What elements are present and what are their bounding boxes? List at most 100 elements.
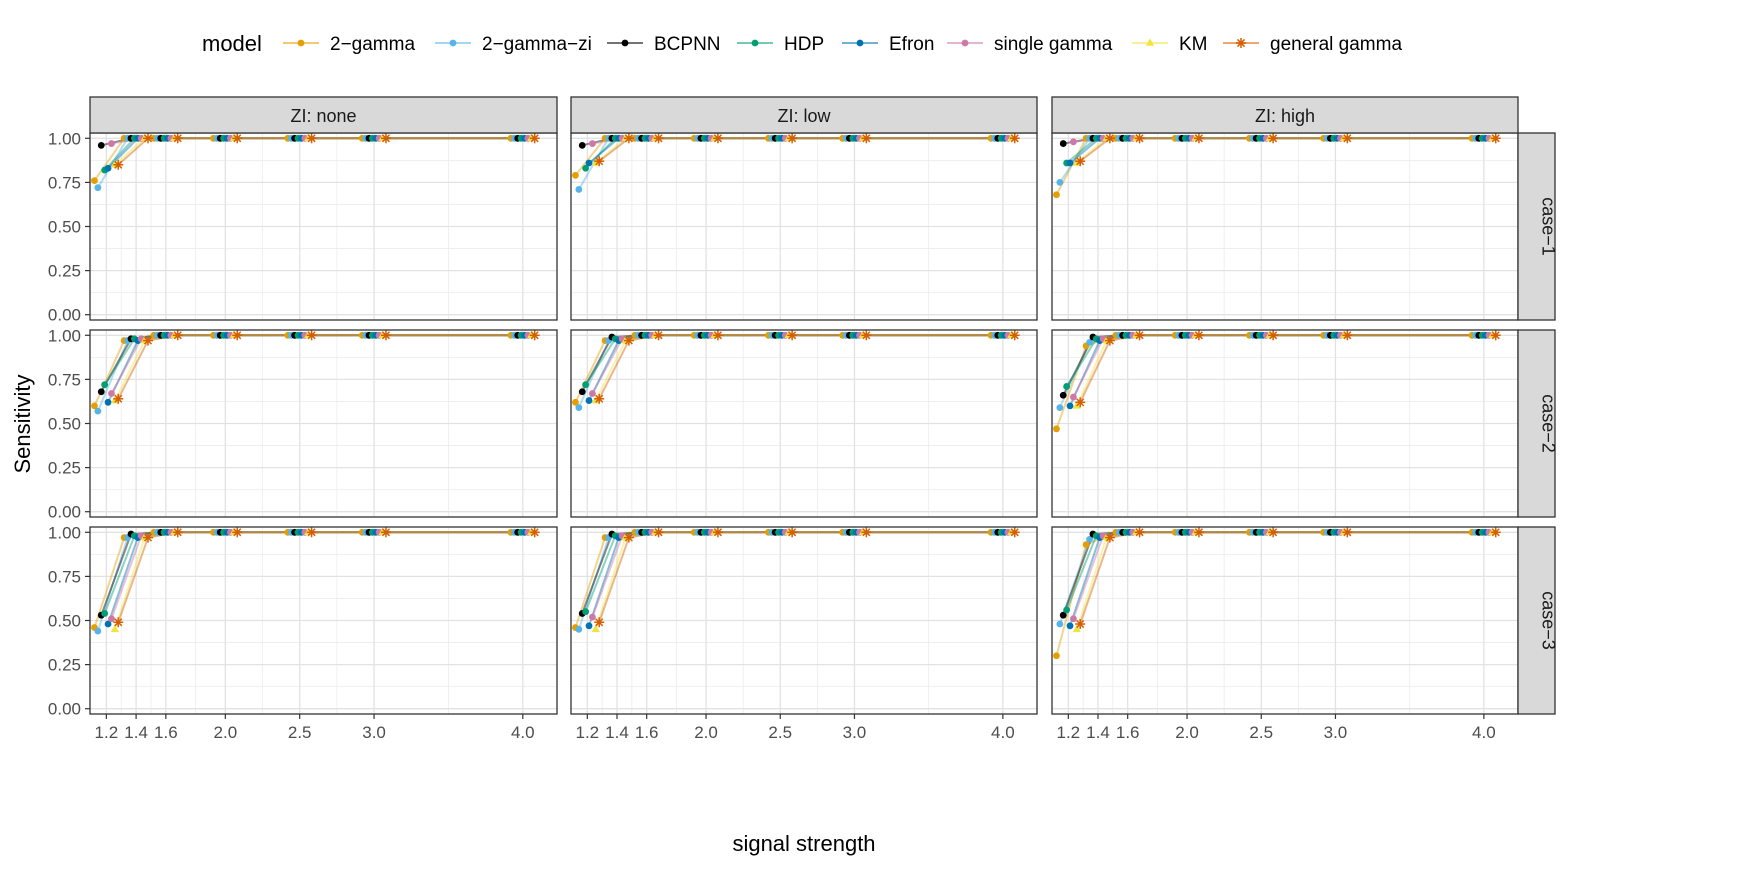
asterisk-stroke xyxy=(233,331,242,340)
asterisk-stroke xyxy=(1269,134,1278,143)
data-point xyxy=(1066,159,1074,167)
legend-key-marker xyxy=(297,39,305,47)
x-tick-label: 3.0 xyxy=(362,723,386,742)
data-point xyxy=(1056,620,1064,628)
data-point xyxy=(1072,624,1081,633)
data-point xyxy=(1066,402,1074,410)
asterisk-stroke xyxy=(713,331,722,340)
data-point xyxy=(594,156,605,167)
legend-label: KM xyxy=(1179,34,1208,55)
data-point xyxy=(529,527,540,538)
asterisk-stroke xyxy=(1105,336,1114,345)
x-tick-label: 4.0 xyxy=(1472,723,1496,742)
data-point xyxy=(1490,527,1501,538)
asterisk-stroke xyxy=(862,331,871,340)
strip-label: ZI: none xyxy=(290,106,356,126)
data-point xyxy=(787,133,798,144)
strip-label: case−2 xyxy=(1539,394,1559,453)
data-point xyxy=(575,186,583,193)
legend-item: HDP xyxy=(737,34,824,55)
strip-label: ZI: low xyxy=(777,106,831,126)
x-axis-title: signal strength xyxy=(732,831,875,856)
data-point xyxy=(113,159,124,170)
legend-label: 2−gamma−zi xyxy=(482,34,592,55)
x-tick-label: 3.0 xyxy=(1324,723,1348,742)
data-point xyxy=(110,624,119,633)
y-tick-label: 0.25 xyxy=(48,262,81,281)
data-point xyxy=(108,390,115,397)
asterisk-stroke xyxy=(595,157,604,166)
axes: 0.000.250.500.751.000.000.250.500.751.00… xyxy=(10,129,1496,856)
x-tick-label: 1.6 xyxy=(1116,723,1140,742)
x-tick-label: 1.2 xyxy=(95,723,119,742)
data-point xyxy=(585,159,593,167)
data-point xyxy=(104,164,112,172)
asterisk-stroke xyxy=(624,134,633,143)
data-point xyxy=(1086,535,1093,543)
data-point xyxy=(306,527,317,538)
legend-key-marker xyxy=(1236,38,1246,48)
data-point xyxy=(1490,330,1501,341)
asterisk-stroke xyxy=(143,134,153,143)
asterisk-stroke xyxy=(1135,528,1144,537)
data-point xyxy=(623,335,634,346)
legend-label: HDP xyxy=(784,34,824,55)
x-tick-label: 2.5 xyxy=(288,723,312,742)
panel-r3-c1 xyxy=(89,526,558,715)
asterisk-stroke xyxy=(1194,331,1203,340)
legend-item: BCPNN xyxy=(607,34,721,55)
strip-background xyxy=(1051,96,1519,134)
data-point xyxy=(585,397,593,404)
data-point xyxy=(108,615,115,623)
asterisk-stroke xyxy=(381,331,391,340)
data-point xyxy=(787,527,798,538)
legend-label: BCPNN xyxy=(654,34,721,55)
data-point xyxy=(1056,178,1064,186)
asterisk-stroke xyxy=(1269,528,1278,537)
legend-item: KM xyxy=(1132,34,1208,55)
y-tick-label: 0.00 xyxy=(48,306,81,325)
asterisk-stroke xyxy=(654,331,663,340)
asterisk-stroke xyxy=(307,528,316,537)
data-point xyxy=(172,527,183,538)
legend-item: single gamma xyxy=(947,34,1113,55)
data-point xyxy=(575,404,583,412)
asterisk-stroke xyxy=(595,618,604,627)
data-point xyxy=(1053,425,1060,433)
data-point xyxy=(1342,527,1353,538)
data-point xyxy=(143,133,154,144)
y-tick-label: 0.50 xyxy=(48,218,81,237)
asterisk-stroke xyxy=(173,528,182,537)
asterisk-stroke xyxy=(114,160,123,169)
panel-r1-c3 xyxy=(1051,132,1519,321)
panel-border xyxy=(570,329,1038,518)
asterisk-stroke xyxy=(1343,528,1352,537)
data-point xyxy=(1009,133,1020,144)
asterisk-stroke xyxy=(530,528,539,537)
data-point xyxy=(1086,338,1093,346)
data-point xyxy=(104,620,112,628)
legend-label: 2−gamma xyxy=(330,34,415,55)
x-tick-label: 4.0 xyxy=(511,723,535,742)
x-tick-label: 1.6 xyxy=(154,723,178,742)
x-tick-label: 1.6 xyxy=(635,723,659,742)
data-point xyxy=(1104,532,1115,543)
data-point xyxy=(1053,652,1060,660)
legend-label: Efron xyxy=(889,34,934,55)
y-tick-label: 0.00 xyxy=(48,503,81,522)
asterisk-stroke xyxy=(1491,528,1500,537)
strip-label: ZI: high xyxy=(1255,106,1315,126)
y-tick-label: 0.75 xyxy=(48,567,81,586)
data-point xyxy=(94,184,102,192)
asterisk-stroke xyxy=(1194,134,1203,143)
asterisk-stroke xyxy=(530,331,539,340)
data-point xyxy=(712,133,723,144)
data-point xyxy=(1075,156,1086,167)
panel-r1-c2 xyxy=(570,132,1038,321)
data-point xyxy=(1063,383,1071,390)
y-tick-label: 0.00 xyxy=(48,700,81,719)
x-tick-label: 1.4 xyxy=(124,723,148,742)
legend-key-marker xyxy=(961,39,969,47)
panel-r2-c2 xyxy=(570,329,1038,518)
data-point xyxy=(104,398,112,406)
